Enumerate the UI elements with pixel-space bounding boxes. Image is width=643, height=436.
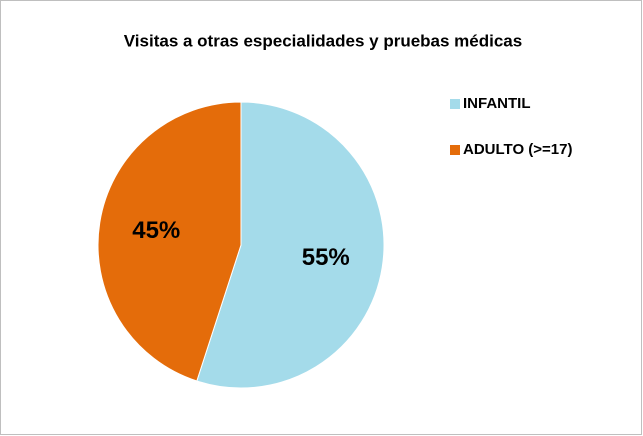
chart-title: Visitas a otras especialidades y pruebas… (124, 31, 522, 50)
legend-swatch (450, 99, 460, 109)
pie-slice (97, 101, 242, 382)
pie-slice (196, 101, 385, 389)
legend-label: INFANTIL (463, 95, 531, 112)
value-label: 45% (132, 217, 180, 244)
legend-swatch (450, 145, 460, 155)
value-label: 55% (302, 244, 350, 271)
legend-label: ADULTO (>=17) (463, 141, 572, 158)
